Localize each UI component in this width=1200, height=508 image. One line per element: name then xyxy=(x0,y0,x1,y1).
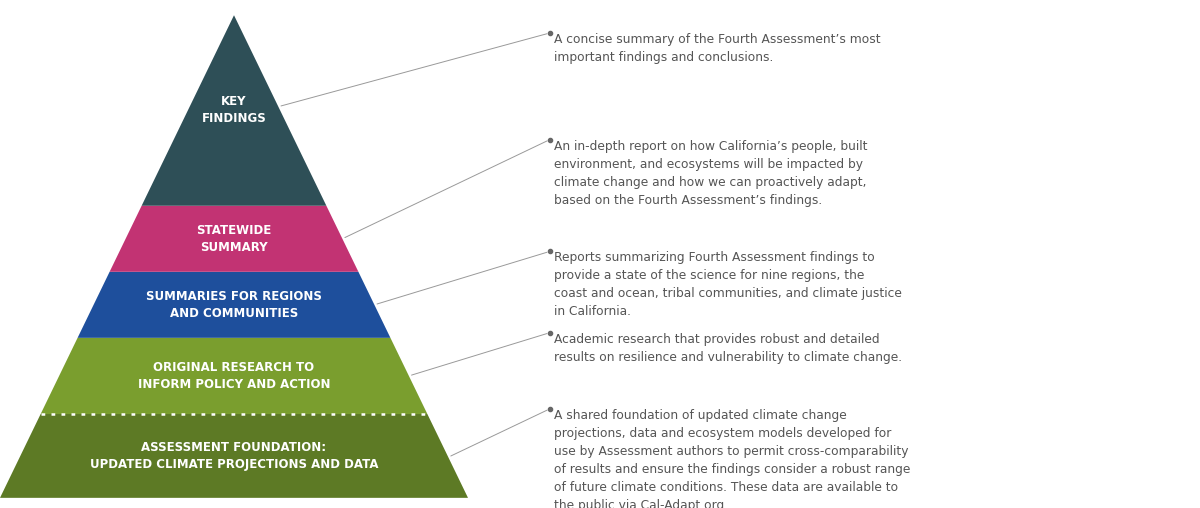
Text: Reports summarizing Fourth Assessment findings to
provide a state of the science: Reports summarizing Fourth Assessment fi… xyxy=(554,251,902,319)
Text: KEY
FINDINGS: KEY FINDINGS xyxy=(202,96,266,125)
Text: STATEWIDE
SUMMARY: STATEWIDE SUMMARY xyxy=(197,224,271,254)
Text: A shared foundation of updated climate change
projections, data and ecosystem mo: A shared foundation of updated climate c… xyxy=(554,409,911,508)
Text: A concise summary of the Fourth Assessment’s most
important findings and conclus: A concise summary of the Fourth Assessme… xyxy=(554,33,881,64)
Polygon shape xyxy=(78,272,390,338)
Polygon shape xyxy=(41,338,427,414)
Text: ORIGINAL RESEARCH TO
INFORM POLICY AND ACTION: ORIGINAL RESEARCH TO INFORM POLICY AND A… xyxy=(138,361,330,391)
Text: ASSESSMENT FOUNDATION:
UPDATED CLIMATE PROJECTIONS AND DATA: ASSESSMENT FOUNDATION: UPDATED CLIMATE P… xyxy=(90,441,378,471)
Text: SUMMARIES FOR REGIONS
AND COMMUNITIES: SUMMARIES FOR REGIONS AND COMMUNITIES xyxy=(146,290,322,320)
Text: An in-depth report on how California’s people, built
environment, and ecosystems: An in-depth report on how California’s p… xyxy=(554,140,868,207)
Text: Academic research that provides robust and detailed
results on resilience and vu: Academic research that provides robust a… xyxy=(554,333,902,364)
Polygon shape xyxy=(109,206,359,272)
Polygon shape xyxy=(0,414,468,498)
Polygon shape xyxy=(142,15,326,206)
